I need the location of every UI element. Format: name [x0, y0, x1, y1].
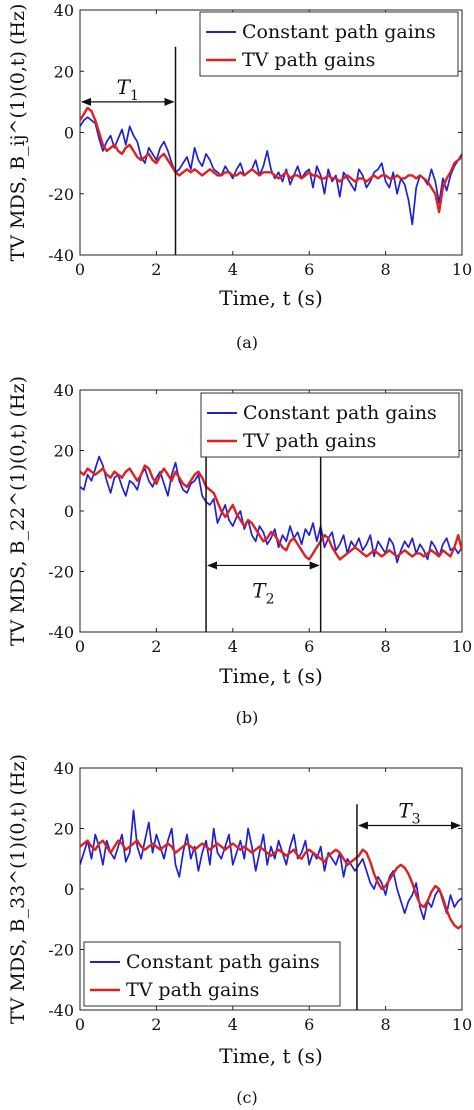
y-tick-label: 0: [64, 124, 74, 143]
legend-entry: TV path gains: [126, 979, 259, 1001]
y-tick-label: -20: [48, 941, 74, 960]
x-tick-label: 0: [75, 637, 85, 656]
series-layer: [80, 809, 462, 930]
panel-caption: (a): [236, 333, 258, 352]
y-tick-label: -20: [48, 185, 74, 204]
x-tick-label: 6: [304, 637, 314, 656]
legend-entry: Constant path gains: [126, 951, 320, 973]
y-axis-label: TV MDS, B_ij^(1)(0,t) (Hz): [7, 4, 29, 262]
panel-caption: (c): [236, 1088, 257, 1107]
y-tick-label: -20: [48, 563, 74, 582]
x-tick-label: 4: [228, 1015, 238, 1034]
legend-entry: TV path gains: [242, 49, 375, 71]
chart-panel-c: 0 2 4 6 8 10 40 20 0 -20 -40 Time, t (s) TV MDS, B_3…: [7, 754, 472, 1107]
y-tick-label: 20: [54, 442, 74, 461]
x-tick-label: 10: [452, 637, 472, 656]
x-axis-label: Time, t (s): [219, 1044, 323, 1068]
y-tick-label: 0: [64, 502, 74, 521]
legend-box: [200, 392, 460, 458]
legend-entry: Constant path gains: [242, 21, 436, 43]
series-layer: [80, 455, 462, 564]
x-tick-label: 8: [381, 637, 391, 656]
chart-panel-a: 0 2 4 6 8 10 40 20 0 -20 -40 Time, t (s) TV MDS, B_i…: [7, 1, 472, 352]
legend-entry: TV path gains: [243, 430, 376, 452]
y-tick-label: 40: [54, 759, 74, 778]
series-line-tv-path-gains: [80, 464, 462, 561]
x-tick-label: 8: [381, 1015, 391, 1034]
series-layer: [80, 106, 462, 226]
x-tick-label: 4: [228, 260, 238, 279]
series-line-constant-path-gains: [80, 116, 462, 226]
series-line-constant-path-gains: [80, 455, 462, 564]
x-tick-label: 10: [452, 260, 472, 279]
x-tick-label: 0: [75, 260, 85, 279]
x-tick-label: 8: [381, 260, 391, 279]
legend-box: [199, 11, 459, 77]
y-tick-label: -40: [48, 1001, 74, 1020]
interval-label: T3: [398, 798, 420, 827]
x-axis-label: Time, t (s): [219, 286, 323, 310]
x-tick-label: 6: [304, 260, 314, 279]
y-tick-label: 20: [54, 820, 74, 839]
chart-panel-b: 0 2 4 6 8 10 40 20 0 -20 -40 Time, t (s) TV MDS, B_2…: [7, 376, 472, 727]
y-tick-label: 20: [54, 62, 74, 81]
x-tick-label: 4: [228, 637, 238, 656]
y-tick-label: -40: [48, 246, 74, 265]
y-tick-label: -40: [48, 623, 74, 642]
y-tick-label: 0: [64, 880, 74, 899]
legend-box: [83, 941, 341, 1007]
x-tick-label: 6: [304, 1015, 314, 1034]
x-tick-label: 2: [151, 1015, 161, 1034]
y-axis-label: TV MDS, B_22^(1)(0,t) (Hz): [7, 376, 29, 646]
series-line-tv-path-gains: [80, 106, 462, 214]
x-tick-label: 2: [151, 637, 161, 656]
panel-caption: (b): [236, 708, 259, 727]
y-tick-label: 40: [54, 381, 74, 400]
x-tick-label: 0: [75, 1015, 85, 1034]
legend-entry: Constant path gains: [243, 402, 437, 424]
x-tick-label: 10: [452, 1015, 472, 1034]
series-line-constant-path-gains: [80, 809, 462, 921]
x-tick-label: 2: [151, 260, 161, 279]
y-tick-label: 40: [54, 1, 74, 20]
y-axis-label: TV MDS, B_33^(1)(0,t) (Hz): [7, 754, 29, 1024]
x-axis-label: Time, t (s): [219, 664, 323, 688]
series-line-tv-path-gains: [80, 839, 462, 930]
interval-label: T2: [252, 578, 274, 607]
interval-label: T1: [117, 75, 139, 104]
